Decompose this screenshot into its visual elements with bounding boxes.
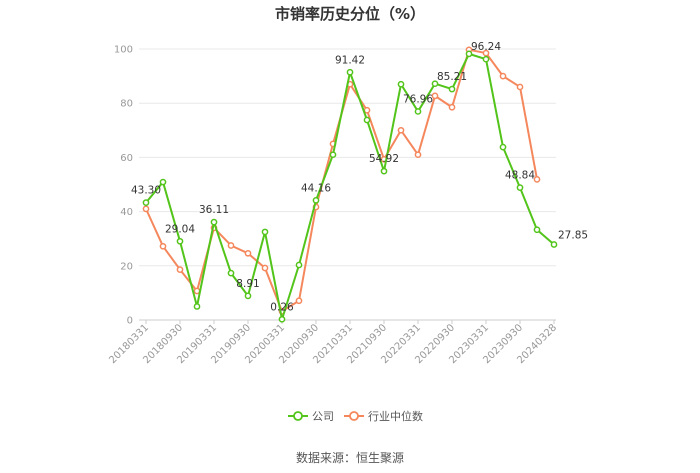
data-point[interactable] bbox=[431, 92, 439, 100]
y-axis-ticks: 0 20 40 60 80 100 bbox=[114, 45, 133, 327]
data-point[interactable] bbox=[142, 205, 150, 213]
data-point[interactable] bbox=[142, 199, 150, 207]
data-point[interactable] bbox=[414, 108, 422, 115]
data-label: 85.21 bbox=[437, 71, 467, 83]
data-point[interactable] bbox=[210, 218, 218, 226]
data-point[interactable] bbox=[550, 241, 558, 248]
data-label: 48.84 bbox=[505, 170, 535, 182]
data-point[interactable] bbox=[227, 269, 235, 277]
legend-label-1[interactable]: 行业中位数 bbox=[368, 409, 423, 423]
data-point[interactable] bbox=[380, 167, 388, 175]
legend-marker-1[interactable] bbox=[349, 411, 359, 421]
chart-title: 市销率历史分位（%） bbox=[275, 5, 425, 23]
y-tick-label: 100 bbox=[114, 45, 133, 56]
data-point[interactable] bbox=[278, 315, 286, 323]
legend[interactable]: 公司 行业中位数 bbox=[288, 409, 423, 423]
data-point[interactable] bbox=[312, 196, 320, 204]
data-point[interactable] bbox=[363, 116, 371, 124]
data-label: 76.96 bbox=[403, 93, 433, 105]
data-point[interactable] bbox=[516, 83, 524, 91]
source-text: 数据来源：恒生聚源 bbox=[296, 450, 404, 465]
data-point[interactable] bbox=[329, 151, 337, 159]
data-point[interactable] bbox=[261, 264, 269, 272]
data-label: 43.30 bbox=[131, 185, 161, 197]
y-tick-label: 40 bbox=[120, 207, 133, 218]
data-point[interactable] bbox=[516, 184, 524, 191]
data-point[interactable] bbox=[295, 297, 303, 305]
data-point[interactable] bbox=[193, 303, 201, 310]
data-label: 36.11 bbox=[199, 204, 229, 216]
data-point[interactable] bbox=[499, 72, 507, 80]
data-point[interactable] bbox=[465, 50, 473, 58]
data-label: 27.85 bbox=[558, 230, 588, 242]
data-label: 44.16 bbox=[301, 182, 331, 194]
data-point[interactable] bbox=[482, 55, 490, 63]
data-point[interactable] bbox=[414, 151, 422, 159]
grid bbox=[139, 48, 556, 267]
data-point[interactable] bbox=[244, 249, 252, 257]
data-point[interactable] bbox=[431, 80, 439, 88]
series-line-0 bbox=[145, 52, 555, 321]
data-point[interactable] bbox=[397, 80, 405, 88]
data-label: 91.42 bbox=[335, 54, 365, 66]
data-point[interactable] bbox=[176, 237, 184, 245]
series-group bbox=[142, 46, 558, 323]
data-point[interactable] bbox=[295, 261, 303, 269]
data-point[interactable] bbox=[499, 143, 507, 151]
data-point[interactable] bbox=[159, 242, 167, 250]
data-point[interactable] bbox=[482, 49, 490, 57]
legend-label-0[interactable]: 公司 bbox=[312, 410, 334, 423]
data-point[interactable] bbox=[533, 176, 541, 183]
y-tick-label: 80 bbox=[120, 99, 133, 110]
data-point[interactable] bbox=[448, 85, 456, 93]
y-tick-label: 60 bbox=[120, 153, 133, 164]
data-label: 54.92 bbox=[369, 153, 399, 165]
data-point[interactable] bbox=[176, 266, 184, 273]
data-point[interactable] bbox=[448, 103, 456, 111]
data-point[interactable] bbox=[244, 292, 252, 300]
legend-marker-0[interactable] bbox=[293, 411, 303, 421]
data-point[interactable] bbox=[533, 226, 541, 234]
data-point[interactable] bbox=[397, 126, 405, 134]
data-label: 8.91 bbox=[236, 278, 259, 290]
data-point[interactable] bbox=[159, 178, 167, 186]
data-label: 0.26 bbox=[270, 301, 294, 313]
data-point[interactable] bbox=[227, 242, 235, 249]
data-label: 96.24 bbox=[471, 41, 501, 53]
data-point[interactable] bbox=[346, 68, 354, 76]
data-labels: 43.30 29.04 36.11 8.91 0.26 44.16 91.42 54.92 76… bbox=[131, 41, 588, 313]
y-tick-label: 0 bbox=[127, 316, 133, 327]
data-point[interactable] bbox=[261, 228, 269, 236]
data-label: 29.04 bbox=[165, 223, 195, 235]
x-axis-ticks: 2018033120180930201903312019093020200331… bbox=[107, 320, 559, 366]
y-tick-label: 20 bbox=[120, 261, 133, 272]
